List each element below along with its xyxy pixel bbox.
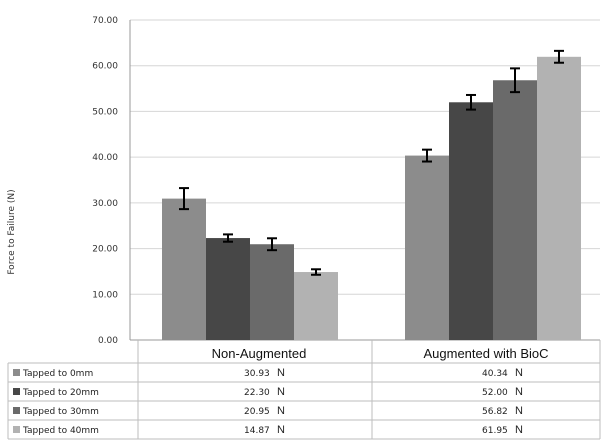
bar [294,272,338,340]
legend-label: Tapped to 40mm [22,426,99,436]
legend-label: Tapped to 20mm [22,388,99,398]
bars [162,49,581,341]
table-cell-value: 56.82 [482,407,508,417]
y-tick-label: 40.00 [92,153,118,163]
table-cell-unit: N [515,405,523,417]
table-cell-value: 40.34 [482,369,508,379]
table-cell-value: 61.95 [482,426,508,436]
bar [449,102,493,341]
legend-label: Tapped to 0mm [22,369,93,379]
legend-label: Tapped to 30mm [22,407,99,417]
bar [537,56,581,341]
y-tick-label: 0.00 [98,336,118,346]
y-tick-label: 10.00 [92,290,118,300]
legend-swatch [13,426,20,433]
bar [250,244,294,340]
table-cell-unit: N [277,367,285,379]
y-tick-label: 50.00 [92,107,118,117]
table-cell-unit: N [515,424,523,436]
table-cell-unit: N [277,405,285,417]
legend-swatch [13,407,20,414]
table-cell-value: 22.30 [244,388,270,398]
table-cell-unit: N [277,386,285,398]
table-cell-value: 20.95 [244,407,270,417]
y-tick-label: 30.00 [92,199,118,209]
table-cell-unit: N [515,367,523,379]
bar [405,155,449,340]
bar [493,80,537,340]
table-cell-value: 30.93 [244,369,270,379]
bar [162,198,206,340]
y-axis-label: Force to Failure (N) [7,189,17,274]
legend-swatch [13,388,20,395]
table-cell-value: 14.87 [244,426,270,436]
table-cell-unit: N [277,424,285,436]
table-cell-unit: N [515,386,523,398]
y-tick-label: 20.00 [92,245,118,255]
table-cell-value: 52.00 [482,388,508,398]
data-table: Non-Augmented Augmented with BioC Tapped t… [7,340,601,440]
y-tick-label: 70.00 [92,16,118,26]
y-tick-label: 60.00 [92,62,118,72]
category-label: Non-Augmented [212,346,307,361]
y-axis-ticks: 0.00 10.00 20.00 30.00 40.00 50.00 60.00 70.00 [92,16,118,346]
bar [206,238,250,340]
category-label: Augmented with BioC [423,346,548,361]
legend-swatch [13,369,20,376]
